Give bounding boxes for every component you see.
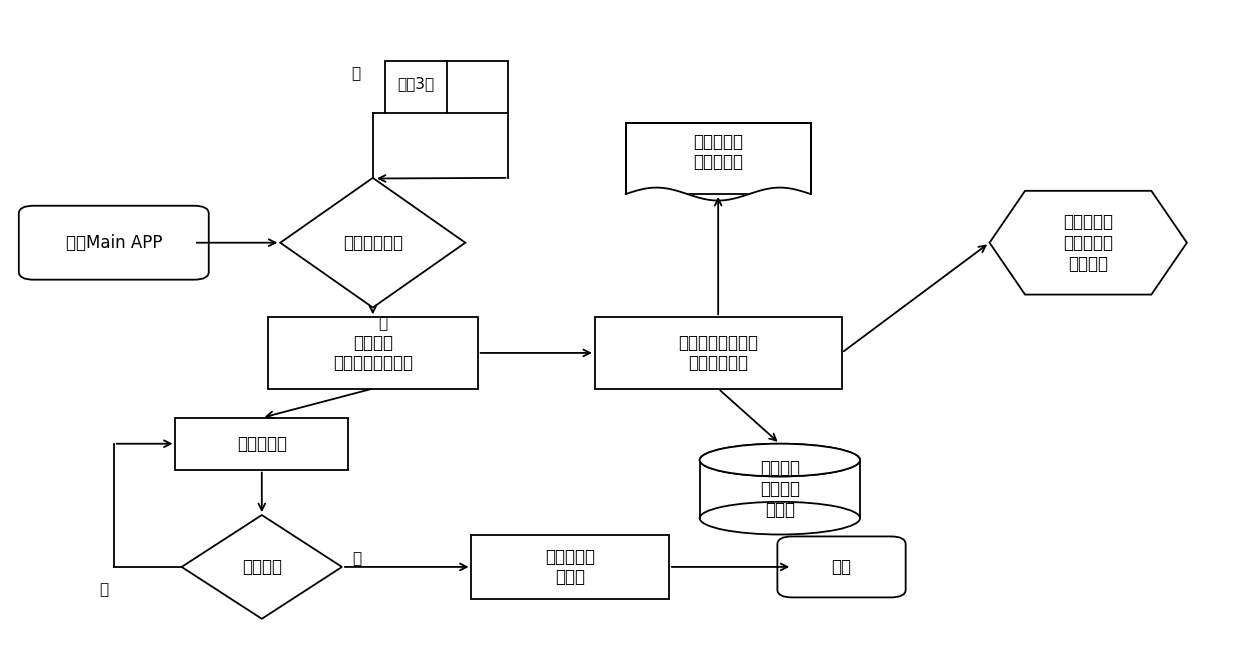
Bar xyxy=(595,317,841,388)
FancyBboxPatch shape xyxy=(777,536,906,597)
Ellipse shape xyxy=(700,443,860,476)
Text: 进入主循环: 进入主循环 xyxy=(237,435,286,453)
Bar xyxy=(626,123,810,194)
Text: 结束: 结束 xyxy=(831,558,851,576)
Text: 加载公钥
创建日志处理线程: 加载公钥 创建日志处理线程 xyxy=(333,334,413,372)
FancyBboxPatch shape xyxy=(19,206,208,280)
Polygon shape xyxy=(182,515,342,619)
Polygon shape xyxy=(626,188,810,207)
Bar xyxy=(176,418,348,470)
Text: 加密日志
并输出到
数据库: 加密日志 并输出到 数据库 xyxy=(760,459,800,519)
Text: 重试3次: 重试3次 xyxy=(398,77,435,92)
Text: 启动Main APP: 启动Main APP xyxy=(66,233,162,252)
Text: 加密日志并
输出到单向
发送管道: 加密日志并 输出到单向 发送管道 xyxy=(1063,213,1113,273)
Text: 初始化日志系统和
数据发送管道: 初始化日志系统和 数据发送管道 xyxy=(678,334,758,372)
Bar xyxy=(385,61,508,113)
Text: 是: 是 xyxy=(352,551,362,566)
Text: 是否取得公钥: 是否取得公钥 xyxy=(343,233,403,252)
Text: 是否结束: 是否结束 xyxy=(242,558,281,576)
Text: 是: 是 xyxy=(378,317,388,332)
Polygon shape xyxy=(990,191,1187,294)
Text: 否: 否 xyxy=(99,582,109,597)
Ellipse shape xyxy=(700,502,860,534)
Bar xyxy=(268,317,478,388)
Polygon shape xyxy=(280,178,466,307)
Text: 终止日志处
理线程: 终止日志处 理线程 xyxy=(545,547,595,587)
Ellipse shape xyxy=(700,443,860,476)
Bar xyxy=(700,460,860,518)
Text: 否: 否 xyxy=(352,67,361,82)
Text: 加密日志并
输出到文件: 加密日志并 输出到文件 xyxy=(693,133,743,171)
Bar xyxy=(472,534,669,599)
